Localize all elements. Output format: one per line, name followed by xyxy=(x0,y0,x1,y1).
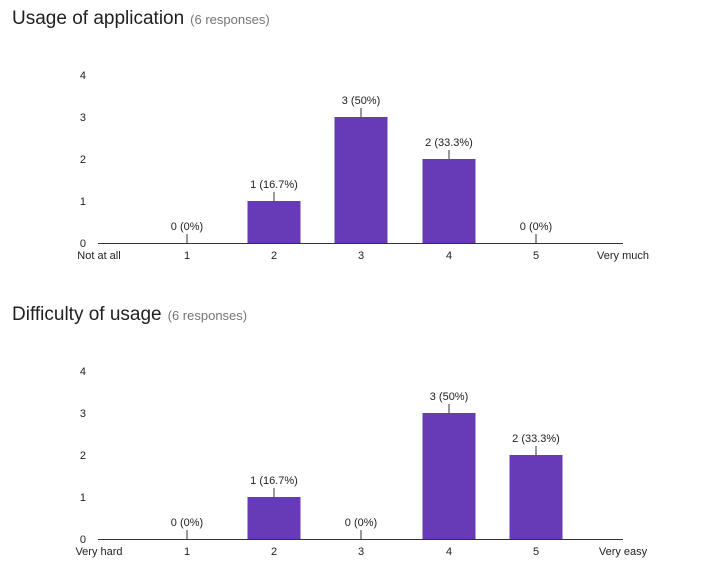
x-high-label: Very easy xyxy=(599,546,648,558)
data-label: 0 (0%) xyxy=(171,221,203,233)
x-low-label: Not at all xyxy=(77,250,120,262)
bar xyxy=(422,413,476,539)
bar xyxy=(422,159,476,243)
x-tick-label: 3 xyxy=(358,250,364,262)
y-tick-label: 3 xyxy=(80,408,86,420)
x-tick-label: 5 xyxy=(533,250,539,262)
response-count: (6 responses) xyxy=(190,12,270,27)
x-tick-label: 2 xyxy=(271,250,277,262)
data-label: 1 (16.7%) xyxy=(250,179,298,191)
x-tick-label: 1 xyxy=(184,546,190,558)
x-tick-label: 2 xyxy=(271,546,277,558)
chart-difficulty-of-usage: Difficulty of usage (6 responses) 0 1 2 3 4 0 … xyxy=(0,304,710,578)
data-label: 0 (0%) xyxy=(171,517,203,529)
y-tick-label: 0 xyxy=(80,238,86,250)
y-tick-label: 4 xyxy=(80,366,86,378)
data-label: 2 (33.3%) xyxy=(512,433,560,445)
x-tick-label: 5 xyxy=(533,546,539,558)
y-tick-label: 3 xyxy=(80,112,86,124)
bar xyxy=(509,455,563,539)
y-tick-label: 2 xyxy=(80,154,86,166)
bar xyxy=(247,497,301,539)
chart-title: Difficulty of usage xyxy=(12,304,162,325)
x-tick-label: 4 xyxy=(446,250,452,262)
y-tick-label: 1 xyxy=(80,492,86,504)
bar xyxy=(247,201,301,243)
data-label: 2 (33.3%) xyxy=(425,137,473,149)
chart-header: Usage of application (6 responses) xyxy=(12,8,270,30)
x-low-label: Very hard xyxy=(75,546,122,558)
data-label: 0 (0%) xyxy=(520,221,552,233)
data-label: 3 (50%) xyxy=(430,391,469,403)
x-tick-label: 3 xyxy=(358,546,364,558)
y-tick-label: 2 xyxy=(80,450,86,462)
chart-title: Usage of application xyxy=(12,8,185,29)
y-tick-label: 4 xyxy=(80,70,86,82)
response-count: (6 responses) xyxy=(167,308,248,323)
bar-chart-difficulty: 0 1 2 3 4 0 (0%) 1 (16.7%) 0 (0%) 3 (50%) 2 (33.3… xyxy=(75,366,648,558)
data-label: 0 (0%) xyxy=(345,517,377,529)
data-label: 3 (50%) xyxy=(342,95,381,107)
x-high-label: Very much xyxy=(597,250,649,262)
bar xyxy=(334,117,388,243)
bar-chart-usage: 0 1 2 3 4 0 (0%) 1 (16.7%) 3 (50%) 2 (33.3%) 0 (0… xyxy=(77,70,649,262)
data-label: 1 (16.7%) xyxy=(250,475,298,487)
y-tick-label: 0 xyxy=(80,534,86,546)
y-tick-label: 1 xyxy=(80,196,86,208)
x-tick-label: 1 xyxy=(184,250,190,262)
chart-header: Difficulty of usage (6 responses) xyxy=(12,304,247,326)
x-tick-label: 4 xyxy=(446,546,452,558)
